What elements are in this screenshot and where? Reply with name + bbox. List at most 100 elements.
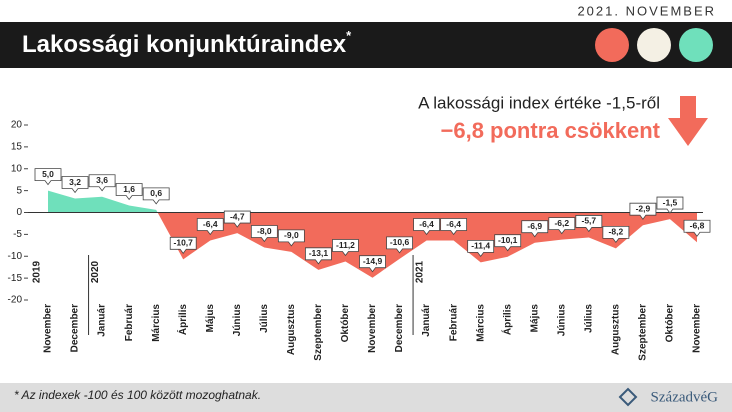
- x-tick-label: Április: [176, 304, 189, 336]
- data-label: -5,7: [582, 216, 597, 226]
- data-label: -13,1: [309, 248, 329, 258]
- data-label: -9,0: [284, 230, 299, 240]
- data-label: -6,4: [419, 219, 434, 229]
- label-box: [223, 210, 251, 228]
- data-label: -11,2: [336, 240, 355, 250]
- label-box: [386, 236, 413, 254]
- logo-icon: [618, 387, 638, 407]
- x-tick-label: Június: [232, 304, 243, 337]
- y-tick-label: -20: [8, 295, 23, 306]
- x-tick-label: December: [70, 304, 81, 352]
- x-tick-label: Október: [340, 304, 351, 342]
- icon: [595, 28, 629, 62]
- y-tick-label: 5: [16, 185, 22, 196]
- label-box: [440, 218, 468, 236]
- title-mark: *: [346, 28, 352, 43]
- label-box: [61, 176, 89, 194]
- label-box: [277, 229, 305, 247]
- label-box: [88, 174, 116, 192]
- data-label: -2,9: [636, 203, 651, 213]
- data-label: 0,6: [150, 188, 162, 198]
- label-box: [359, 255, 386, 273]
- date: 2021. NOVEMBER: [577, 3, 716, 18]
- annotation-line2: −6,8 pontra csökkent: [441, 118, 661, 143]
- data-label: -6,9: [527, 221, 542, 231]
- data-label: -6,4: [446, 219, 461, 229]
- y-tick-label: -10: [8, 251, 23, 262]
- label-box: [250, 225, 278, 243]
- label-box: [602, 225, 630, 244]
- logo: SzázadvéG: [651, 389, 719, 405]
- y-tick-label: 10: [11, 163, 23, 174]
- data-label: -14,9: [363, 256, 383, 266]
- x-tick-label: Január: [421, 304, 432, 337]
- label-box: [629, 202, 657, 220]
- label-box: [521, 220, 549, 238]
- x-tick-label: Január: [97, 304, 108, 337]
- data-label: 5,0: [42, 169, 54, 179]
- label-box: [575, 215, 603, 233]
- title-text: Lakossági konjunktúraindex: [22, 31, 347, 58]
- y-tick-label: -5: [13, 229, 22, 240]
- icon: [679, 28, 713, 62]
- label-box: [656, 196, 684, 214]
- x-tick-label: Május: [205, 304, 216, 333]
- footnote: * Az indexek -100 és 100 között mozoghat…: [14, 388, 261, 402]
- y-tick-label: 20: [11, 120, 23, 131]
- label-box: [332, 239, 359, 257]
- data-label: -1,5: [663, 197, 678, 207]
- area-positive: [48, 190, 697, 213]
- label-box: [115, 183, 143, 201]
- data-label: -10,7: [174, 238, 194, 248]
- data-label: -6,2: [554, 218, 569, 228]
- label-box: [683, 219, 711, 237]
- label-box: [142, 187, 170, 205]
- footer-bar: [0, 383, 732, 412]
- x-tick-label: Május: [529, 304, 540, 333]
- icon: [637, 28, 671, 62]
- label-box: [34, 168, 62, 186]
- data-label: -11,4: [471, 241, 490, 251]
- x-tick-label: Április: [500, 304, 513, 336]
- y-tick-label: 0: [16, 207, 22, 218]
- x-tick-label: December: [394, 304, 405, 352]
- x-tick-label: Július: [583, 304, 594, 333]
- y-tick-label: -15: [8, 273, 23, 284]
- data-label: 3,2: [69, 177, 81, 187]
- data-label: -10,1: [498, 235, 518, 245]
- label-box: [169, 236, 197, 254]
- title: Lakossági konjunktúraindex*: [22, 28, 352, 58]
- label-box: [196, 218, 224, 236]
- annotation-line1: A lakossági index értéke -1,5-ről: [418, 93, 660, 112]
- data-label: -6,4: [203, 219, 218, 229]
- data-label: 1,6: [123, 184, 135, 194]
- x-tick-label: November: [367, 304, 378, 353]
- data-label: -8,2: [609, 227, 624, 237]
- data-label: -6,8: [690, 221, 705, 231]
- data-label: 3,6: [96, 175, 108, 185]
- x-tick-label: Július: [259, 304, 270, 333]
- label-box: [413, 218, 440, 236]
- year-label: 2021: [415, 260, 426, 283]
- label-box: [467, 239, 495, 258]
- down-arrow: [668, 96, 708, 146]
- label-box: [305, 247, 332, 265]
- y-tick-label: 15: [11, 142, 23, 153]
- x-tick-label: November: [692, 304, 703, 353]
- data-label: -10,6: [390, 237, 410, 247]
- x-tick-label: November: [43, 304, 54, 353]
- x-tick-label: Október: [665, 304, 676, 342]
- label-box: [494, 234, 522, 252]
- x-tick-label: Szeptember: [638, 304, 649, 361]
- x-tick-label: Február: [124, 304, 135, 341]
- x-tick-label: Február: [448, 304, 459, 341]
- label-box: [548, 217, 576, 235]
- x-tick-label: Szeptember: [313, 304, 324, 361]
- year-label: 2020: [90, 260, 101, 283]
- year-label: 2019: [32, 260, 43, 283]
- x-tick-label: Március: [475, 304, 486, 342]
- x-tick-label: Augusztus: [611, 304, 622, 356]
- x-tick-label: Augusztus: [286, 304, 297, 356]
- data-label: -8,0: [257, 226, 272, 236]
